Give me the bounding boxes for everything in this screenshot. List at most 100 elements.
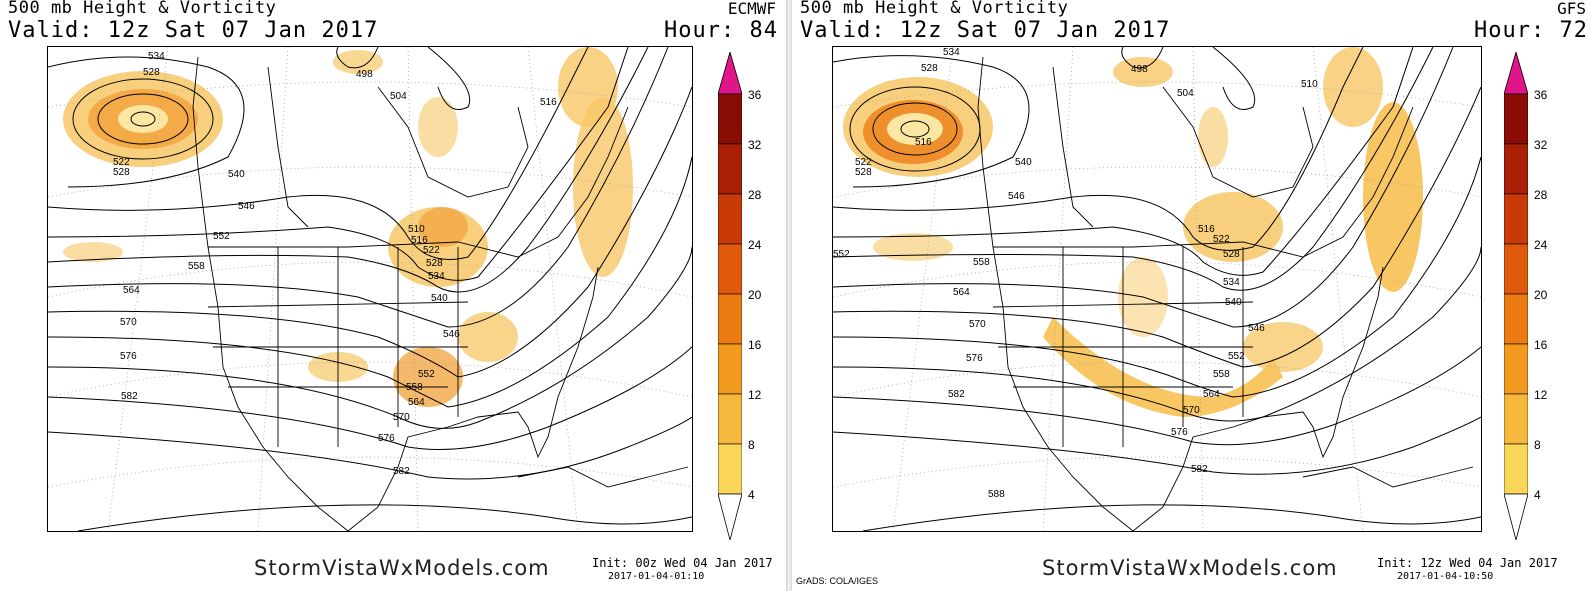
colorbar-top-cap: [1503, 50, 1529, 95]
contour-label: 552: [213, 231, 230, 242]
contour-label: 552: [833, 249, 850, 260]
ecmwf-panel: 500 mb Height & Vorticity Valid: 12z Sat…: [0, 0, 786, 591]
run-timestamp: 2017-01-04-10:50: [1397, 571, 1494, 582]
contour-label: 546: [1248, 323, 1265, 334]
vorticity-colorbar: 36 32 28 24 20 16 12 8 4: [717, 50, 761, 542]
colorbar-label: 16: [748, 338, 762, 352]
contour-label: 534: [148, 51, 165, 62]
lat-lon-grid: [833, 47, 1481, 531]
coastlines: [977, 56, 1474, 531]
colorbar-label: 20: [748, 288, 762, 302]
model-name: GFS: [1557, 0, 1586, 18]
contour-label: 528: [1223, 249, 1240, 260]
contour-label: 582: [121, 391, 138, 402]
colorbar-bottom-cap: [1503, 493, 1529, 542]
colorbar-label: 28: [1534, 188, 1548, 202]
brand-watermark: StormVistaWxModels.com: [1042, 556, 1338, 580]
contour-label: 516: [1198, 224, 1215, 235]
map-graphic: 534 528 498 504 516 522 528 540 546 552 …: [48, 47, 692, 531]
contour-label: 510: [1301, 79, 1318, 90]
contour-label: 564: [408, 397, 425, 408]
map-title: 500 mb Height & Vorticity: [800, 0, 1069, 18]
vorticity-map: 534 528 516 522 528 498 504 510 540 546 …: [832, 46, 1482, 532]
contour-label: 540: [1015, 157, 1032, 168]
contour-label: 522: [423, 245, 440, 256]
colorbar-label: 4: [748, 488, 755, 502]
colorbar-label: 36: [1534, 88, 1548, 102]
contour-label: 576: [966, 353, 983, 364]
contour-label: 570: [969, 319, 986, 330]
contour-label: 528: [855, 167, 872, 178]
contour-label: 540: [431, 293, 448, 304]
contour-label: 522: [113, 157, 130, 168]
colorbar-graphic: [1503, 50, 1529, 542]
init-time: Init: 12z Wed 04 Jan 2017: [1377, 556, 1558, 570]
colorbar-label: 16: [1534, 338, 1548, 352]
contour-label: 534: [943, 47, 960, 58]
init-time: Init: 00z Wed 04 Jan 2017: [592, 556, 773, 570]
colorbar-label: 24: [1534, 238, 1548, 252]
contour-label: 516: [411, 235, 428, 246]
contour-label: 504: [1177, 88, 1194, 99]
contour-label: 528: [426, 258, 443, 269]
colorbar-label: 36: [748, 88, 762, 102]
vorticity-shading: [843, 47, 1423, 417]
contour-label: 540: [228, 169, 245, 180]
contour-label: 516: [540, 97, 557, 108]
contour-label: 558: [406, 382, 423, 393]
contour-label: 552: [1228, 351, 1245, 362]
colorbar-label: 8: [1534, 438, 1541, 452]
contour-label: 522: [1213, 234, 1230, 245]
colorbar-label: 28: [748, 188, 762, 202]
contour-label: 546: [443, 329, 460, 340]
contour-label: 570: [120, 317, 137, 328]
forecast-hour: Hour: 84: [664, 18, 778, 43]
contour-label: 528: [921, 63, 938, 74]
forecast-hour: Hour: 72: [1474, 18, 1588, 43]
colorbar-label: 12: [748, 388, 762, 402]
model-name: ECMWF: [727, 0, 776, 18]
panel-divider: [786, 0, 792, 591]
contour-label: 546: [1008, 191, 1025, 202]
map-graphic: 534 528 516 522 528 498 504 510 540 546 …: [833, 47, 1481, 531]
contour-label: 552: [418, 369, 435, 380]
vorticity-colorbar: 36 32 28 24 20 16 12 8 4: [1503, 50, 1547, 542]
colorbar-label: 20: [1534, 288, 1548, 302]
vorticity-map: 534 528 498 504 516 522 528 540 546 552 …: [47, 46, 693, 532]
contour-label: 582: [393, 466, 410, 477]
colorbar-label: 4: [1534, 488, 1541, 502]
contour-label: 510: [408, 224, 425, 235]
contour-labels: 534 528 516 522 528 498 504 510 540 546 …: [833, 47, 1318, 500]
colorbar-top-cap: [717, 50, 743, 95]
contour-label: 522: [855, 157, 872, 168]
contour-label: 516: [915, 137, 932, 148]
valid-time: Valid: 12z Sat 07 Jan 2017: [800, 18, 1171, 43]
contour-label: 534: [1223, 277, 1240, 288]
contour-label: 564: [953, 287, 970, 298]
contour-label: 504: [390, 91, 407, 102]
contour-label: 564: [123, 285, 140, 296]
run-timestamp: 2017-01-04-01:10: [608, 571, 705, 582]
colorbar-label: 24: [748, 238, 762, 252]
contour-labels: 534 528 498 504 516 522 528 540 546 552 …: [113, 51, 557, 477]
grads-credit: GrADS: COLA/IGES: [796, 576, 879, 586]
contour-label: 558: [973, 257, 990, 268]
contour-label: 528: [143, 67, 160, 78]
colorbar-bottom-cap: [717, 493, 743, 542]
contour-label: 546: [238, 201, 255, 212]
contour-label: 498: [356, 69, 373, 80]
contour-label: 540: [1225, 297, 1242, 308]
contour-label: 570: [1183, 405, 1200, 416]
contour-label: 558: [1213, 369, 1230, 380]
colorbar-label: 32: [1534, 138, 1548, 152]
colorbar-graphic: [717, 50, 743, 542]
gfs-panel: 500 mb Height & Vorticity Valid: 12z Sat…: [792, 0, 1596, 591]
contour-label: 588: [988, 489, 1005, 500]
contour-label: 576: [1171, 427, 1188, 438]
contour-label: 528: [113, 167, 130, 178]
contour-label: 558: [188, 261, 205, 272]
valid-time: Valid: 12z Sat 07 Jan 2017: [8, 18, 379, 43]
contour-label: 582: [948, 389, 965, 400]
contour-label: 534: [428, 271, 445, 282]
